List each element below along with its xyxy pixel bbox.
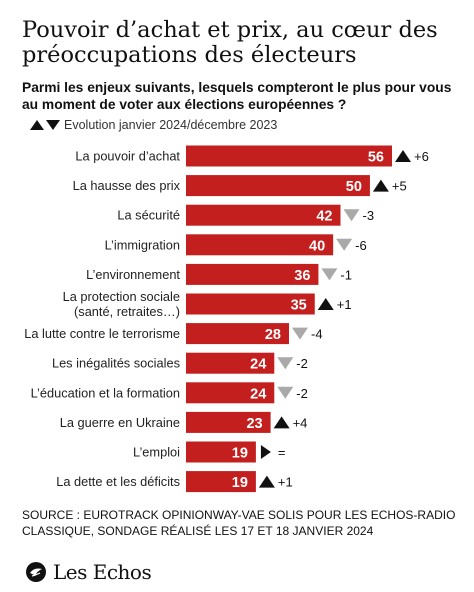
legend: Evolution janvier 2024/décembre 2023 bbox=[30, 116, 277, 134]
value-label: 50 bbox=[346, 179, 362, 195]
bar bbox=[186, 352, 275, 374]
value-label: 36 bbox=[294, 268, 310, 284]
bar bbox=[186, 471, 256, 493]
change-label: +1 bbox=[337, 297, 352, 312]
brand-name: Les Echos bbox=[53, 560, 152, 584]
brand-logo: Les Echos bbox=[25, 559, 152, 585]
category-label: La dette et les déficits bbox=[56, 474, 180, 489]
change-label: -2 bbox=[296, 356, 308, 371]
value-label: 28 bbox=[265, 327, 281, 343]
category-label: (santé, retraites…) bbox=[74, 304, 180, 319]
change-down-icon bbox=[292, 327, 308, 340]
change-up-icon bbox=[372, 179, 389, 192]
value-label: 23 bbox=[246, 416, 262, 432]
value-label: 19 bbox=[232, 446, 248, 462]
change-label: -4 bbox=[311, 327, 323, 342]
change-up-icon bbox=[258, 475, 275, 488]
category-label: La sécurité bbox=[117, 208, 180, 223]
bar bbox=[186, 293, 315, 315]
bar-chart: La pouvoir d’achat 56 +6 La hausse des prix… bbox=[24, 145, 429, 493]
change-down-icon bbox=[321, 268, 338, 281]
category-label: La protection sociale bbox=[63, 289, 180, 304]
value-label: 24 bbox=[250, 386, 266, 402]
change-label: -1 bbox=[340, 267, 352, 282]
legend-label: Evolution janvier 2024/décembre 2023 bbox=[64, 118, 278, 132]
bar bbox=[186, 411, 271, 433]
category-label: Les inégalités sociales bbox=[52, 356, 180, 371]
category-label: L’emploi bbox=[133, 445, 180, 460]
value-label: 19 bbox=[232, 475, 248, 491]
category-label: L’éducation et la formation bbox=[31, 385, 180, 400]
category-label: La guerre en Ukraine bbox=[60, 415, 180, 430]
change-label: = bbox=[278, 445, 286, 460]
change-equal-icon bbox=[260, 445, 271, 459]
change-label: -6 bbox=[355, 238, 367, 253]
change-label: +1 bbox=[278, 475, 293, 490]
change-down-icon bbox=[277, 357, 294, 370]
bar bbox=[186, 382, 275, 404]
category-label: La hausse des prix bbox=[73, 178, 181, 193]
category-label: La pouvoir d’achat bbox=[75, 149, 180, 164]
category-label: L’immigration bbox=[105, 237, 180, 252]
change-label: +5 bbox=[392, 179, 407, 194]
value-label: 24 bbox=[250, 357, 266, 373]
change-up-icon bbox=[395, 150, 411, 162]
category-label: La lutte contre le terrorisme bbox=[24, 326, 180, 341]
chart-title: Pouvoir d’achat et prix, au cœur des pré… bbox=[22, 17, 438, 68]
bar bbox=[186, 323, 289, 345]
category-label: L’environnement bbox=[86, 267, 180, 282]
change-down-icon bbox=[277, 386, 294, 399]
change-label: -2 bbox=[296, 386, 308, 401]
bar bbox=[186, 145, 392, 167]
value-label: 42 bbox=[316, 209, 332, 225]
change-label: +4 bbox=[293, 415, 308, 430]
value-label: 56 bbox=[368, 150, 384, 166]
les-echos-emblem-icon bbox=[26, 562, 46, 582]
change-up-icon bbox=[273, 416, 290, 429]
change-label: +6 bbox=[414, 149, 429, 164]
bar bbox=[186, 234, 334, 256]
bar bbox=[186, 204, 341, 226]
bar bbox=[186, 175, 370, 197]
source-note: SOURCE : EUROTRACK OPINIONWAY-VAE SOLIS … bbox=[22, 508, 456, 538]
bar bbox=[186, 441, 256, 463]
chart-subtitle: Parmi les enjeux suivants, lesquels comp… bbox=[22, 80, 452, 112]
change-down-icon bbox=[343, 209, 360, 222]
value-label: 40 bbox=[309, 238, 325, 254]
change-label: -3 bbox=[363, 208, 375, 223]
bar bbox=[186, 263, 319, 285]
change-up-icon bbox=[317, 298, 334, 310]
legend-arrows-icon bbox=[30, 120, 60, 130]
value-label: 35 bbox=[291, 298, 307, 314]
change-down-icon bbox=[336, 238, 353, 251]
